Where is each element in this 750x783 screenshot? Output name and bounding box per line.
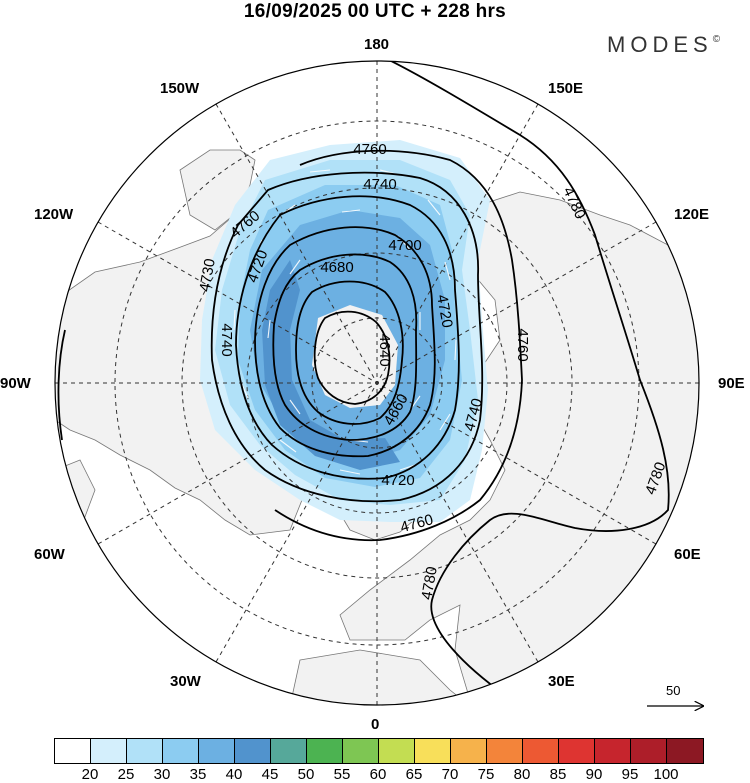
colorbar-box — [55, 739, 91, 763]
longitude-label-90e: 90E — [718, 375, 745, 392]
colorbar-tick-label: 65 — [405, 766, 423, 783]
colorbar-tick-label: 90 — [585, 766, 603, 783]
contour-4780-east — [384, 61, 670, 696]
longitude-label-90w: 90W — [0, 375, 31, 392]
contour-4640 — [313, 310, 391, 405]
longitude-label-120e: 120E — [674, 206, 710, 223]
map-title: 16/09/2025 00 UTC + 228 hrs — [243, 1, 507, 22]
colorbar-tick-label: 60 — [369, 766, 387, 783]
colorbar-tick-label: 35 — [189, 766, 207, 783]
colorbar-box — [343, 739, 379, 763]
colorbar-box — [667, 739, 703, 763]
contour-label: 4780 — [418, 565, 441, 601]
wind-band-45 — [262, 260, 400, 470]
longitude-label-0: 0 — [371, 716, 380, 733]
contour-4720 — [235, 195, 460, 480]
graticule — [55, 61, 699, 705]
colorbar-tick-label: 20 — [81, 766, 99, 783]
colorbar — [54, 738, 704, 764]
colorbar-box — [91, 739, 127, 763]
contour-label: 4740 — [363, 176, 396, 193]
contour-label: 4740 — [218, 323, 235, 356]
colorbar-tick-label: 30 — [153, 766, 171, 783]
colorbar-box — [307, 739, 343, 763]
colorbar-box — [523, 739, 559, 763]
colorbar-box — [235, 739, 271, 763]
colorbar-tick-label: 80 — [513, 766, 531, 783]
longitude-label-180: 180 — [364, 36, 390, 53]
map-border — [54, 60, 700, 706]
colorbar-box — [271, 739, 307, 763]
contour-label: 4680 — [320, 259, 353, 276]
colorbar-box — [487, 739, 523, 763]
reference-vector-label: 50 — [666, 683, 681, 698]
longitude-label-150w: 150W — [160, 80, 200, 97]
colorbar-ticks: 20 25 30 35 40 45 50 55 60 65 70 75 80 85 90 95 100 — [54, 766, 702, 783]
height-contours — [57, 61, 670, 696]
contour-4760-outer — [274, 149, 523, 542]
colorbar-box — [559, 739, 595, 763]
land-africa — [289, 649, 472, 705]
longitude-label-30e: 30E — [548, 673, 575, 690]
colorbar-tick-label: 25 — [117, 766, 135, 783]
contour-4740 — [210, 171, 484, 503]
colorbar-box — [595, 739, 631, 763]
colorbar-box — [379, 739, 415, 763]
contour-4700 — [254, 226, 436, 458]
colorbar-box — [631, 739, 667, 763]
colorbar-tick-label: 70 — [441, 766, 459, 783]
colorbar-tick-label: 100 — [653, 766, 679, 783]
colorbar-tick-label: 95 — [621, 766, 639, 783]
contour-label: 4720 — [381, 472, 414, 489]
contour-4680 — [272, 253, 418, 441]
contour-4760-left — [57, 329, 66, 441]
contour-label: 4760 — [514, 328, 531, 361]
colorbar-tick-label: 50 — [297, 766, 315, 783]
contour-label: 4640 — [376, 333, 393, 366]
contour-4660 — [295, 280, 404, 425]
brand-logo: MODES© — [607, 32, 721, 57]
contour-label: 4760 — [353, 141, 386, 158]
colorbar-tick-label: 40 — [225, 766, 243, 783]
longitude-label-60w: 60W — [34, 546, 65, 563]
contour-label: 4700 — [388, 237, 421, 254]
colorbar-box — [199, 739, 235, 763]
colorbar-tick-label: 55 — [333, 766, 351, 783]
contour-label: 4720 — [433, 293, 456, 329]
colorbar-tick-label: 45 — [261, 766, 279, 783]
colorbar-tick-label: 85 — [549, 766, 567, 783]
colorbar-box — [127, 739, 163, 763]
contour-label: 4730 — [196, 257, 219, 293]
longitude-label-150e: 150E — [548, 80, 584, 97]
colorbar-box — [451, 739, 487, 763]
colorbar-box — [163, 739, 199, 763]
longitude-label-30w: 30W — [170, 673, 201, 690]
longitude-label-60e: 60E — [674, 546, 701, 563]
colorbar-box — [415, 739, 451, 763]
longitude-label-120w: 120W — [34, 206, 74, 223]
colorbar-tick-label: 75 — [477, 766, 495, 783]
